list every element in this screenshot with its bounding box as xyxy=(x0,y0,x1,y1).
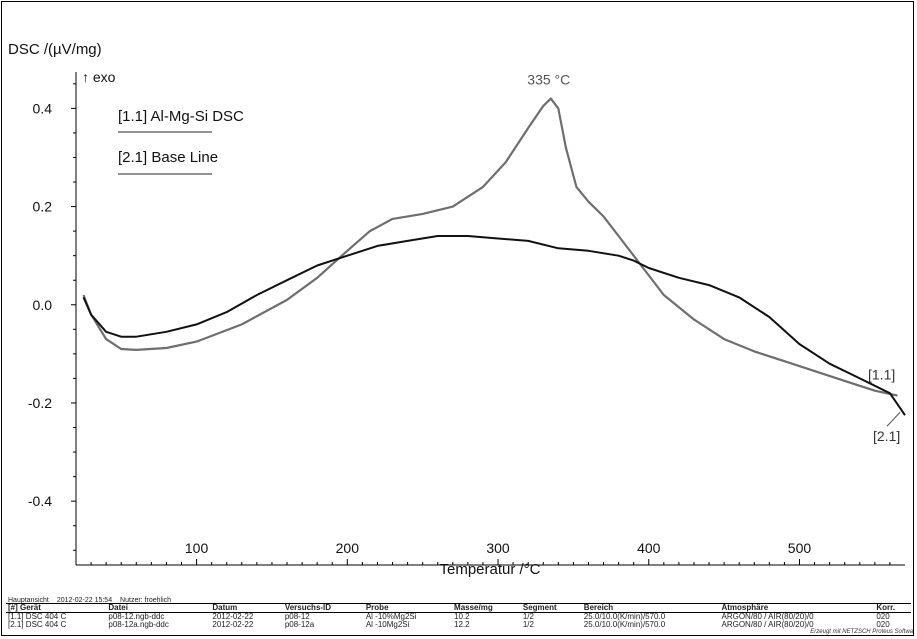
series-2-line xyxy=(82,235,906,416)
table-row: [2.1] DSC 404 C p08-12a.ngb-ddc 2012-02-… xyxy=(6,621,911,629)
table-cell: [2.1] DSC 404 C xyxy=(8,620,67,629)
x-tick-label: 200 xyxy=(336,540,360,556)
table-cell: p08-12a xyxy=(284,620,315,629)
col-header: [#] Gerät xyxy=(6,603,107,613)
table-cell: 25.0/10.0(K/min)/570.0 xyxy=(583,612,666,621)
x-ticks: 100 200 300 400 500 xyxy=(90,540,891,565)
table-cell: [1.1] DSC 404 C xyxy=(8,612,67,621)
table-cell: 12.2 xyxy=(454,620,470,629)
col-header: Masse/mg xyxy=(452,603,521,613)
y-ticks: 0.4 0.2 0.0 -0.2 -0.4 xyxy=(28,83,76,551)
info-line: Hauptansicht 2012-02-22 15:54 Nutzer: fr… xyxy=(8,597,177,604)
legend-label-series-1: [1.1] Al-Mg-Si DSC xyxy=(118,108,244,125)
x-tick-label: 300 xyxy=(486,540,510,556)
x-tick-label: 500 xyxy=(788,540,812,556)
y-tick-label: 0.4 xyxy=(33,100,53,116)
y-tick-label: 0.2 xyxy=(33,199,53,215)
x-axis-title: Temperatur /°C xyxy=(439,561,540,578)
y-axis-title: DSC /(µV/mg) xyxy=(8,41,102,58)
y-tick-label: 0.0 xyxy=(33,297,53,313)
table-cell: p08-12 xyxy=(284,612,310,621)
col-header: Datei xyxy=(106,603,211,613)
timestamp: 2012-02-22 15:54 xyxy=(56,597,113,604)
col-header: Segment xyxy=(520,603,582,613)
table-cell: p08-12.ngb-ddc xyxy=(108,612,165,621)
y-tick-label: -0.2 xyxy=(28,395,52,411)
table-cell: Al -10Mg2Si xyxy=(365,620,410,629)
legend-label-series-2: [2.1] Base Line xyxy=(118,149,218,166)
col-header: Versuchs-ID xyxy=(282,603,364,613)
table-cell: ARGON/80 / AIR(80/20)/0 xyxy=(721,612,814,621)
software-credit: Erzeugt mit NETZSCH Proteus Softwa xyxy=(810,629,913,635)
series-2-end-label: [2.1] xyxy=(873,428,900,444)
table-header-row: [#] Gerät Datei Datum Versuchs-ID Probe … xyxy=(6,603,911,613)
table-cell: ARGON/80 / AIR(80/20)/0 xyxy=(721,620,814,629)
dsc-plot: 0.4 0.2 0.0 -0.2 -0.4 100 200 300 400 500 DSC /(… xyxy=(8,41,906,578)
x-tick-label: 100 xyxy=(185,540,209,556)
col-header: Datum xyxy=(210,603,283,613)
col-header: Atmosphäre xyxy=(719,603,875,613)
series-1-line xyxy=(82,97,898,397)
table-cell: 020 xyxy=(876,620,890,629)
table-cell: 25.0/10.0(K/min)/570.0 xyxy=(583,620,666,629)
table-row: [1.1] DSC 404 C p08-12.ngb-ddc 2012-02-2… xyxy=(6,613,911,622)
table-cell: 1/2 xyxy=(522,612,534,621)
table-cell: 1/2 xyxy=(522,620,534,629)
y-axis-subtitle: ↑ exo xyxy=(82,69,116,85)
x-tick-label: 400 xyxy=(637,540,661,556)
table-cell: 020 xyxy=(876,612,890,621)
view-name: Hauptansicht xyxy=(8,597,49,604)
legend: [1.1] Al-Mg-Si DSC [2.1] Base Line xyxy=(118,108,244,175)
series-1-end-label: [1.1] xyxy=(868,367,895,383)
col-header: Probe xyxy=(363,603,453,613)
series-layer xyxy=(82,97,906,427)
col-header: Korr. xyxy=(874,603,911,613)
user-name: Nutzer: froehlich xyxy=(120,597,172,604)
col-header: Bereich xyxy=(581,603,720,613)
table-cell: 10.2 xyxy=(454,612,470,621)
table-cell: 2012-02-22 xyxy=(212,612,254,621)
y-tick-label: -0.4 xyxy=(28,493,52,509)
series-2-end-leader xyxy=(886,411,901,427)
table-cell: 2012-02-22 xyxy=(212,620,254,629)
measurement-table: [#] Gerät Datei Datum Versuchs-ID Probe … xyxy=(6,603,911,629)
table-cell: Al -10%Mg2Si xyxy=(365,612,417,621)
peak-annotation: 335 °C xyxy=(527,72,570,88)
table-cell: p08-12a.ngb-ddc xyxy=(108,620,169,629)
